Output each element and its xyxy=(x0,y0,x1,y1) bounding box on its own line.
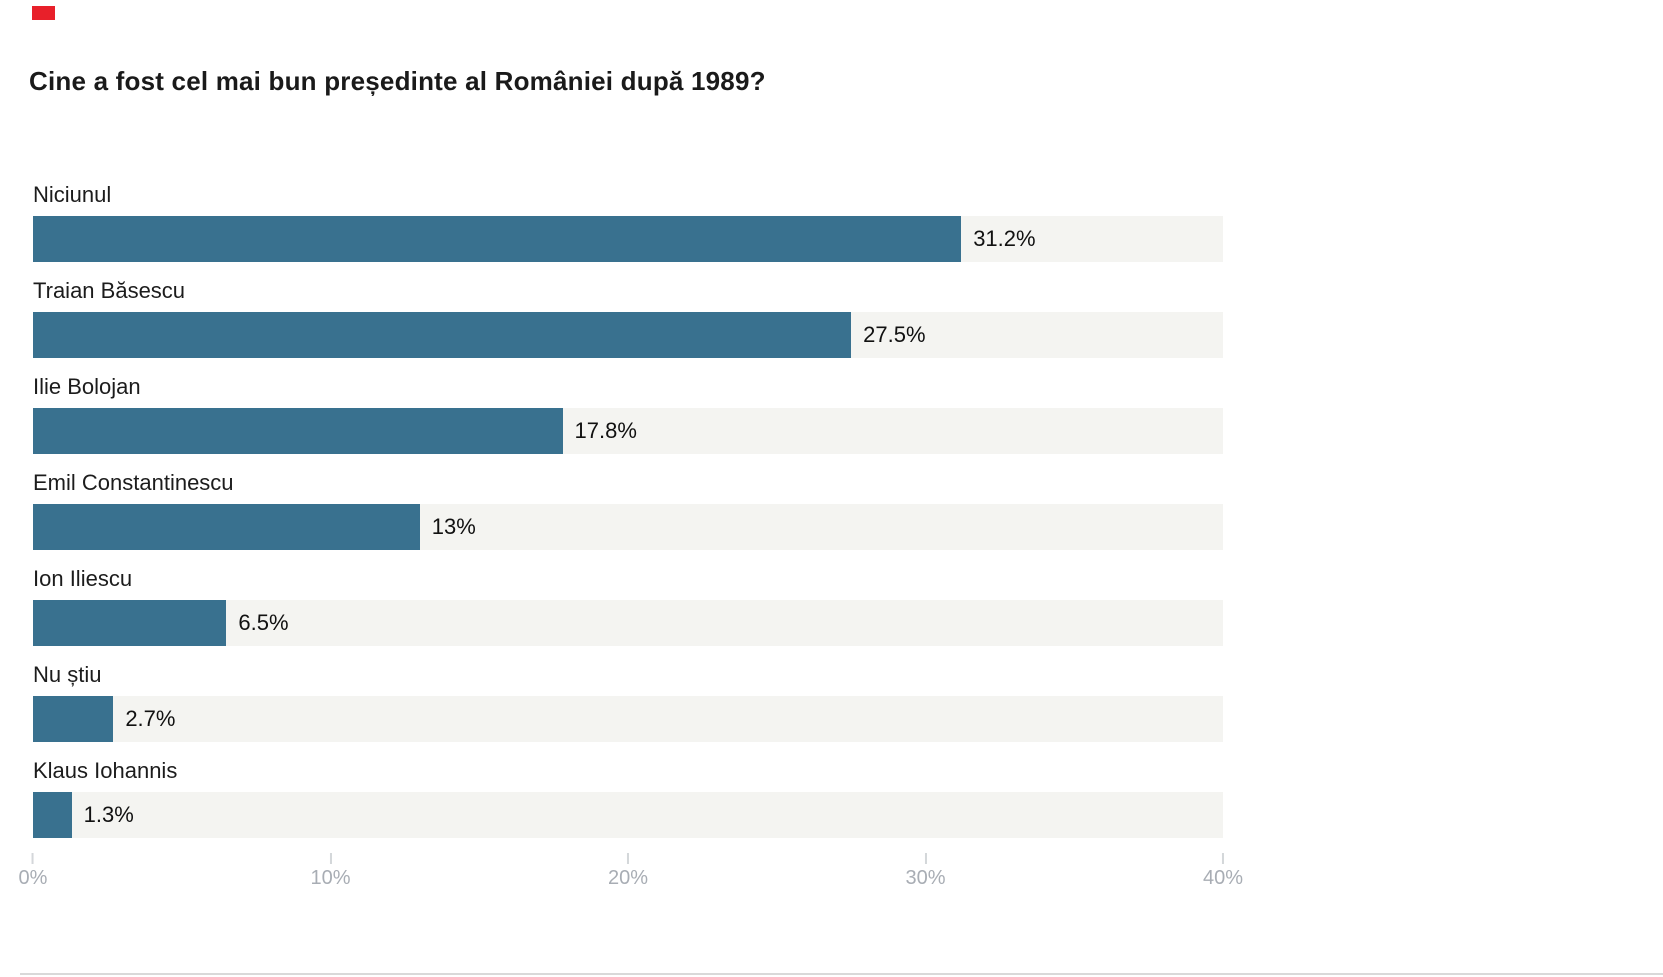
bar-track: 6.5% xyxy=(33,600,1223,646)
bar-row: Emil Constantinescu 13% xyxy=(33,471,1223,550)
tick-label: 40% xyxy=(1202,867,1244,889)
bar-row: Traian Băsescu 27.5% xyxy=(33,279,1223,358)
bar-track: 17.8% xyxy=(33,408,1223,454)
bar-fill xyxy=(33,504,420,550)
bar-fill xyxy=(33,600,227,646)
x-axis-tick: 40% xyxy=(1203,853,1243,890)
value-label: 6.5% xyxy=(238,610,289,635)
bar-fill xyxy=(33,312,852,358)
bar-track: 2.7% xyxy=(33,696,1223,742)
value-label: 17.8% xyxy=(574,418,637,443)
category-label: Ion Iliescu xyxy=(33,566,133,591)
x-axis-tick: 10% xyxy=(310,853,351,890)
value-label: 13% xyxy=(431,514,476,539)
bar-fill xyxy=(33,216,962,262)
category-label: Traian Băsescu xyxy=(33,278,186,303)
tick-mark xyxy=(329,853,332,864)
value-label: 2.7% xyxy=(125,706,176,731)
tick-mark xyxy=(627,853,629,864)
tick-mark xyxy=(924,853,927,864)
tick-mark xyxy=(32,853,34,864)
bottom-separator xyxy=(20,973,1663,975)
bar-row: Ion Iliescu 6.5% xyxy=(33,567,1223,646)
bar-row: Niciunul 31.2% xyxy=(33,183,1223,262)
bar-row: Nu știu 2.7% xyxy=(33,663,1223,742)
category-label: Nu știu xyxy=(33,662,102,687)
tick-mark xyxy=(1222,853,1224,864)
bar-fill xyxy=(33,792,72,838)
x-axis-tick: 20% xyxy=(608,853,648,890)
bar-track: 1.3% xyxy=(33,792,1223,838)
category-label: Niciunul xyxy=(33,182,112,207)
bar-chart: Niciunul 31.2% Traian Băsescu 27.5% Ilie Bol… xyxy=(33,183,1223,855)
category-label: Klaus Iohannis xyxy=(33,758,178,783)
bar-row: Klaus Iohannis 1.3% xyxy=(33,759,1223,838)
bar-track: 31.2% xyxy=(33,216,1223,262)
category-label: Emil Constantinescu xyxy=(33,470,234,495)
x-axis-tick: 0% xyxy=(18,853,48,890)
tick-label: 0% xyxy=(18,867,48,889)
value-label: 31.2% xyxy=(973,226,1036,251)
corner-marker xyxy=(32,6,55,20)
bar-row: Ilie Bolojan 17.8% xyxy=(33,375,1223,454)
bar-fill xyxy=(33,696,114,742)
tick-label: 20% xyxy=(607,867,649,889)
category-label: Ilie Bolojan xyxy=(33,374,141,399)
bar-track: 27.5% xyxy=(33,312,1223,358)
x-axis: 0% 10% 20% 30% 40% xyxy=(19,853,1243,898)
bar-track: 13% xyxy=(33,504,1223,550)
value-label: 1.3% xyxy=(83,802,134,827)
bar-fill xyxy=(33,408,563,454)
tick-label: 10% xyxy=(310,867,351,889)
value-label: 27.5% xyxy=(863,322,926,347)
x-axis-tick: 30% xyxy=(905,853,946,890)
chart-title: Cine a fost cel mai bun președinte al Ro… xyxy=(29,66,766,96)
tick-label: 30% xyxy=(905,867,946,889)
